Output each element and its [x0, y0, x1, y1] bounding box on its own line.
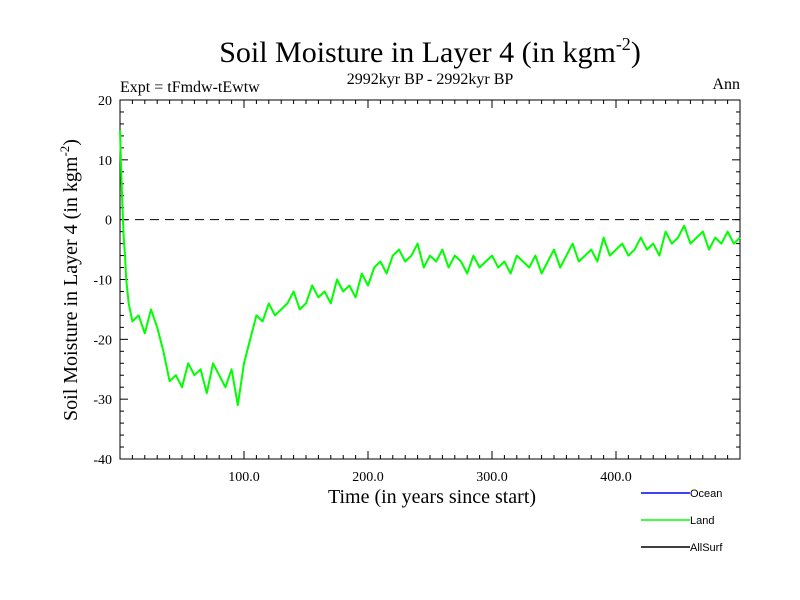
axis-tick-labels: -40 -30 -20 -10 0 10 20 100.0 200.0 300.0 400.0	[93, 94, 631, 485]
chart-title: Soil Moisture in Layer 4 (in kgm-2)	[219, 34, 641, 69]
legend-label-land: Land	[690, 515, 714, 527]
chart-subtitle: 2992kyr BP - 2992kyr BP	[347, 71, 514, 88]
y-tick-label: -40	[93, 453, 112, 468]
legend-label-ocean: Ocean	[690, 488, 722, 500]
x-tick-label: 200.0	[352, 470, 384, 485]
y-tick-label: 20	[98, 94, 112, 109]
legend-label-allsurf: AllSurf	[690, 542, 723, 554]
axis-ticks	[120, 99, 740, 460]
y-tick-label: -20	[93, 333, 112, 348]
expt-label: Expt = tFmdw-tEwtw	[120, 79, 260, 96]
x-tick-label: 300.0	[476, 470, 508, 485]
period-label: Ann	[712, 76, 740, 93]
y-tick-label: 0	[105, 214, 112, 229]
y-tick-label: -30	[93, 393, 112, 408]
x-tick-label: 400.0	[600, 470, 632, 485]
y-tick-label: 10	[98, 154, 112, 169]
series-line-land	[119, 129, 741, 407]
x-tick-label: 100.0	[228, 470, 260, 485]
y-tick-label: -10	[93, 274, 112, 289]
series-group	[119, 129, 741, 407]
y-axis-label: Soil Moisture in Layer 4 (in kgm-2)	[57, 139, 82, 421]
x-axis-label: Time (in years since start)	[328, 486, 536, 508]
legend: Ocean Land AllSurf	[641, 488, 723, 554]
plot-area	[119, 99, 741, 460]
